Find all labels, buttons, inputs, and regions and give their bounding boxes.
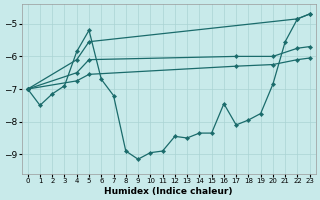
X-axis label: Humidex (Indice chaleur): Humidex (Indice chaleur) — [104, 187, 233, 196]
